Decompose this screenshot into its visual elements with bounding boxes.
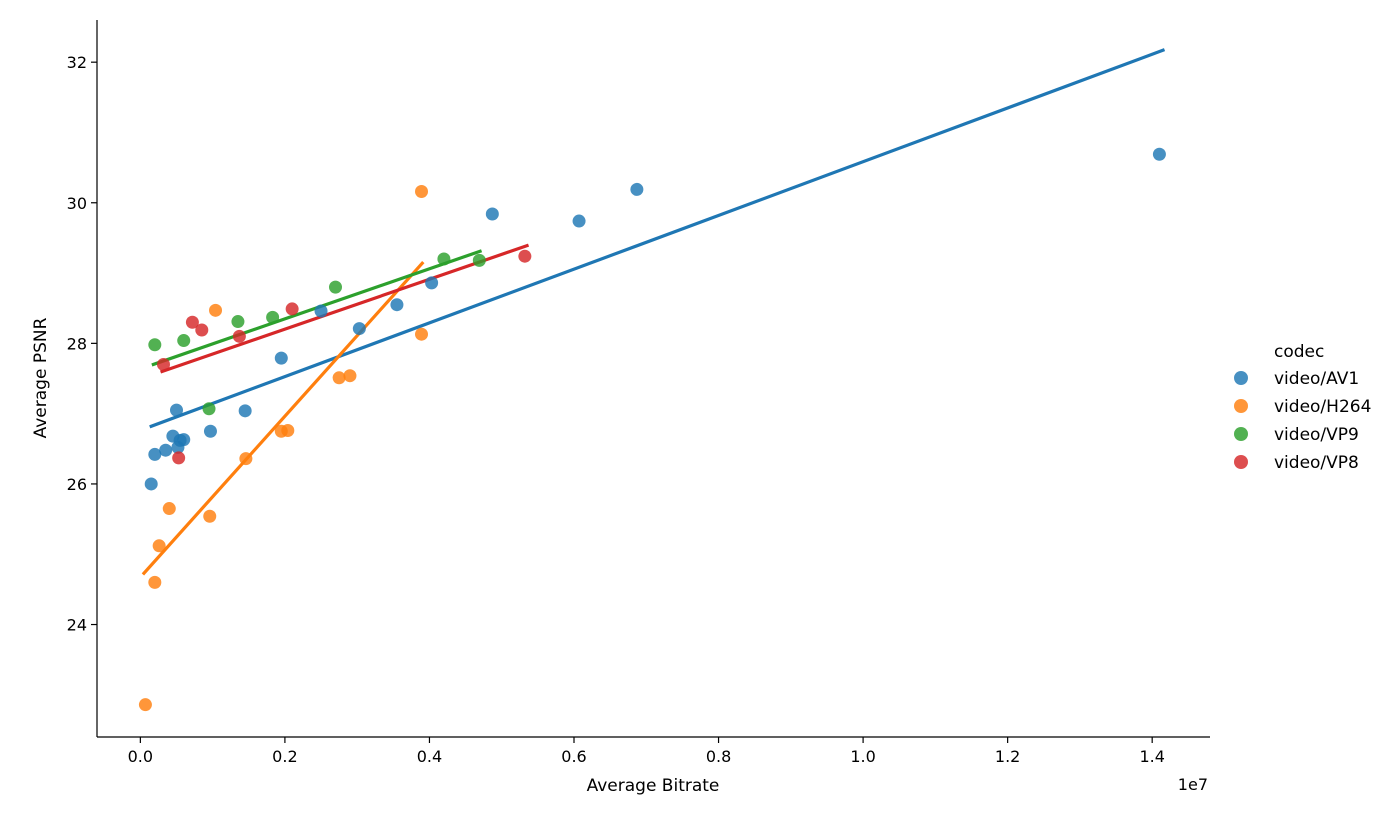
legend-marker bbox=[1234, 427, 1248, 441]
legend-label: video/H264 bbox=[1274, 397, 1371, 417]
x-axis-title: Average Bitrate bbox=[587, 776, 720, 796]
point-av1 bbox=[425, 276, 439, 290]
x-tick-label: 1.2 bbox=[995, 747, 1020, 766]
point-av1 bbox=[1152, 147, 1166, 161]
y-tick-label: 24 bbox=[67, 616, 87, 635]
legend-label: video/VP9 bbox=[1274, 425, 1359, 445]
x-tick-label: 1.0 bbox=[850, 747, 875, 766]
point-av1 bbox=[314, 304, 328, 318]
point-vp8 bbox=[172, 451, 186, 465]
point-vp9 bbox=[329, 280, 342, 294]
point-av1 bbox=[144, 477, 158, 491]
point-vp9 bbox=[177, 334, 191, 348]
point-vp9 bbox=[202, 402, 216, 416]
point-av1 bbox=[352, 322, 366, 336]
y-ticks: 24 26 28 30 32 bbox=[67, 53, 97, 635]
legend-marker bbox=[1234, 399, 1248, 413]
legend-label: video/VP8 bbox=[1274, 453, 1359, 473]
point-h264 bbox=[162, 502, 176, 516]
point-av1 bbox=[274, 351, 288, 365]
point-h264 bbox=[138, 698, 152, 712]
y-tick-label: 28 bbox=[67, 334, 87, 353]
y-tick-label: 30 bbox=[67, 194, 87, 213]
point-vp9 bbox=[231, 315, 245, 329]
point-vp9 bbox=[472, 253, 486, 267]
point-av1 bbox=[238, 404, 252, 418]
point-h264 bbox=[203, 509, 217, 523]
x-tick-label: 0.8 bbox=[706, 747, 731, 766]
point-vp8 bbox=[195, 323, 209, 337]
point-vp8 bbox=[285, 302, 299, 316]
data-points bbox=[138, 147, 1166, 712]
legend-title: codec bbox=[1274, 342, 1324, 362]
point-av1 bbox=[148, 447, 162, 461]
x-tick-label: 0.2 bbox=[272, 747, 297, 766]
point-av1 bbox=[203, 424, 217, 438]
y-tick-label: 32 bbox=[67, 53, 87, 72]
x-ticks: 0.0 0.2 0.4 0.6 0.8 1.0 1.2 1.4 bbox=[128, 737, 1165, 766]
point-h264 bbox=[209, 303, 223, 317]
fit-line-h264 bbox=[141, 260, 425, 576]
point-vp8 bbox=[518, 249, 532, 263]
x-tick-label: 0.6 bbox=[561, 747, 586, 766]
point-vp8 bbox=[156, 357, 170, 371]
fit-line-av1 bbox=[149, 48, 1166, 429]
x-offset-label: 1e7 bbox=[1178, 775, 1208, 794]
point-vp8 bbox=[185, 315, 199, 329]
point-vp9 bbox=[148, 338, 162, 352]
point-vp9 bbox=[266, 310, 280, 324]
point-av1 bbox=[177, 433, 191, 447]
y-axis-title: Average PSNR bbox=[31, 317, 51, 438]
point-av1 bbox=[630, 182, 644, 196]
point-av1 bbox=[159, 443, 173, 457]
legend-marker bbox=[1234, 371, 1248, 385]
legend-label: video/AV1 bbox=[1274, 369, 1359, 389]
point-h264 bbox=[152, 539, 166, 553]
point-h264 bbox=[281, 424, 295, 438]
point-h264 bbox=[148, 575, 162, 589]
point-h264 bbox=[343, 369, 357, 383]
legend: codec video/AV1 video/H264 video/VP9 video/… bbox=[1234, 342, 1371, 473]
x-tick-label: 1.4 bbox=[1139, 747, 1164, 766]
x-tick-label: 0.4 bbox=[417, 747, 442, 766]
point-h264 bbox=[332, 371, 346, 385]
point-h264 bbox=[415, 185, 429, 199]
point-h264 bbox=[415, 327, 429, 341]
point-av1 bbox=[485, 207, 499, 221]
point-av1 bbox=[572, 214, 586, 228]
point-vp8 bbox=[232, 329, 246, 343]
y-tick-label: 26 bbox=[67, 475, 87, 494]
fit-line-vp8 bbox=[160, 243, 530, 374]
point-av1 bbox=[170, 403, 183, 417]
x-tick-label: 0.0 bbox=[128, 747, 153, 766]
point-vp9 bbox=[437, 252, 451, 266]
point-h264 bbox=[239, 452, 253, 466]
legend-marker bbox=[1234, 455, 1248, 469]
point-av1 bbox=[390, 298, 404, 312]
